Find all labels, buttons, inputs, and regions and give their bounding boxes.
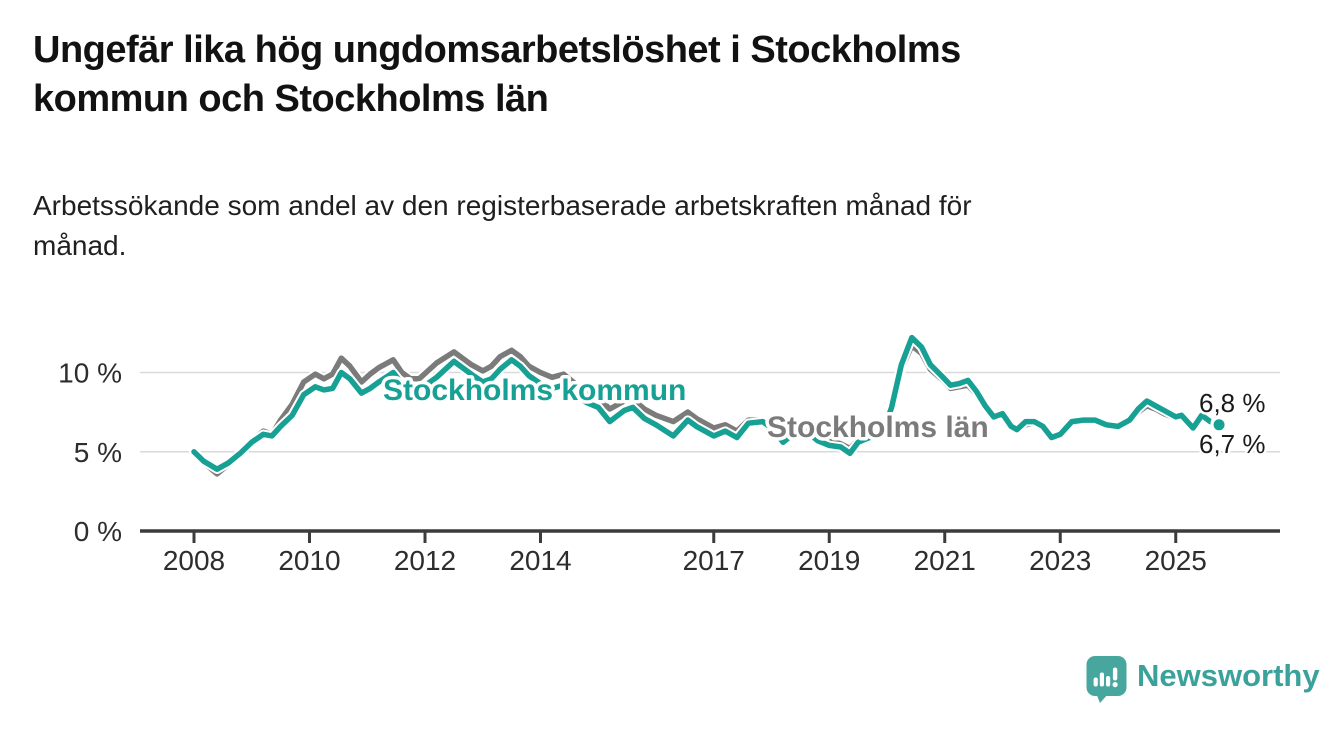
newsworthy-logo-icon: [1086, 656, 1127, 703]
newsworthy-logo: Newsworthy: [1086, 656, 1320, 704]
x-tick-label: 2025: [1145, 545, 1207, 576]
x-tick-label: 2014: [509, 545, 571, 576]
x-tick-label: 2021: [914, 545, 976, 576]
end-value-label-stockholms-kommun: 6,7 %: [1199, 429, 1266, 459]
y-tick-label: 10 %: [58, 358, 122, 389]
chart-title: Ungefär lika hög ungdomsarbetslöshet i S…: [33, 29, 961, 120]
series-line-stockholms-l-n: [191, 342, 1222, 477]
x-tick-label: 2017: [683, 545, 745, 576]
x-tick-label: 2019: [798, 545, 860, 576]
x-tick-label: 2008: [163, 545, 225, 576]
series-label-stockholms-kommun: Stockholms kommun: [383, 374, 686, 407]
series-casing-stockholms-kommun: [189, 332, 1224, 474]
end-dot-stockholms-kommun: [1210, 416, 1228, 434]
y-tick-label: 0 %: [74, 516, 122, 547]
chart-subtitle: Arbetssökande som andel av den registerb…: [33, 190, 972, 261]
newsworthy-logo-text: Newsworthy: [1137, 658, 1320, 693]
x-tick-label: 2012: [394, 545, 456, 576]
y-tick-label: 5 %: [74, 437, 122, 468]
series-label-stockholms-lan: Stockholms län: [767, 411, 989, 444]
end-value-label-stockholms-lan: 6,8 %: [1199, 388, 1266, 418]
x-tick-label: 2010: [278, 545, 340, 576]
x-tick-label: 2023: [1029, 545, 1091, 576]
series-line-stockholms-kommun: [191, 334, 1222, 472]
